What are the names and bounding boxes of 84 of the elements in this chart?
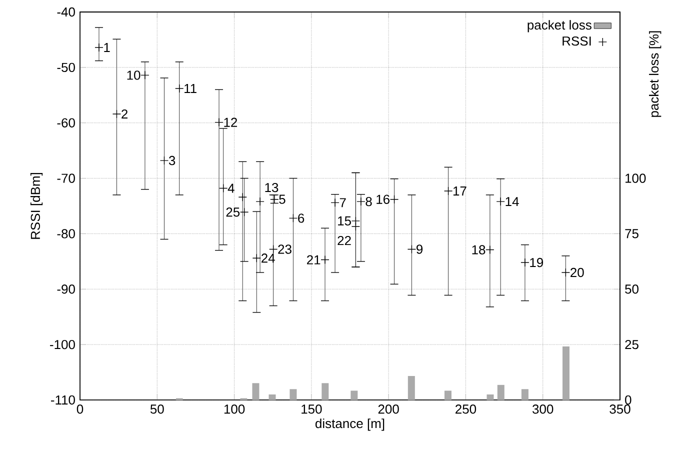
y2-tick-label: 0 bbox=[625, 395, 632, 405]
annotation: 19 bbox=[530, 258, 544, 268]
annotation: 1 bbox=[104, 43, 110, 52]
x-tick-label: 50 bbox=[150, 404, 164, 414]
y2-tick-label: 25 bbox=[625, 340, 638, 350]
y2-tick-label: 50 bbox=[625, 284, 638, 294]
point bbox=[520, 258, 530, 267]
point bbox=[256, 197, 264, 206]
x-tick-label: 350 bbox=[610, 404, 630, 414]
y-tick-label: -50 bbox=[57, 62, 75, 72]
annotation: 3 bbox=[168, 156, 176, 166]
point bbox=[444, 186, 453, 196]
y2-tick-label: 75 bbox=[625, 229, 638, 238]
annotation: 12 bbox=[224, 118, 238, 127]
bar bbox=[350, 390, 358, 400]
point bbox=[252, 254, 262, 262]
annotation: 22 bbox=[338, 236, 351, 246]
point bbox=[486, 245, 494, 254]
x-tick-label: 150 bbox=[302, 404, 322, 414]
bar bbox=[268, 394, 276, 400]
annotation: 2 bbox=[122, 109, 128, 119]
point bbox=[240, 208, 249, 216]
bar bbox=[444, 390, 452, 400]
annotation: 23 bbox=[278, 244, 292, 254]
annotation: 10 bbox=[127, 70, 140, 80]
annotation: 17 bbox=[453, 186, 466, 196]
x-tick-label: 100 bbox=[224, 404, 245, 414]
point bbox=[496, 197, 505, 206]
annotation: 25 bbox=[226, 207, 240, 217]
y-tick-label: -60 bbox=[57, 118, 75, 128]
annotation: 13 bbox=[265, 182, 278, 192]
annotation: 15 bbox=[338, 216, 351, 226]
point bbox=[160, 156, 169, 165]
point bbox=[330, 198, 340, 208]
legend-label: RSSI bbox=[562, 36, 591, 46]
bar bbox=[497, 384, 504, 400]
y2-axis-title: packet loss [%] bbox=[649, 31, 662, 117]
y2-tick-label: 100 bbox=[626, 174, 646, 183]
bar bbox=[252, 383, 260, 400]
y-axis-title: RSSI [dBm] bbox=[30, 172, 43, 239]
point bbox=[140, 70, 150, 80]
annotation: 20 bbox=[570, 268, 584, 278]
annotation: 5 bbox=[279, 194, 286, 204]
y-tick-label: -110 bbox=[51, 395, 75, 405]
point bbox=[175, 84, 184, 93]
annotation: 6 bbox=[298, 214, 304, 223]
annotation: 7 bbox=[340, 198, 346, 208]
x-tick-label: 250 bbox=[456, 404, 476, 414]
bar bbox=[408, 376, 415, 400]
point bbox=[356, 197, 366, 206]
annotation: 16 bbox=[376, 194, 390, 204]
annotation: 18 bbox=[472, 245, 486, 254]
y-tick-label: -70 bbox=[57, 174, 75, 183]
point bbox=[407, 244, 416, 254]
point bbox=[238, 192, 247, 202]
bar bbox=[290, 389, 297, 400]
x-tick-label: 0 bbox=[76, 404, 84, 414]
point bbox=[320, 255, 330, 264]
annotation: 8 bbox=[366, 196, 372, 206]
annotation: 9 bbox=[416, 244, 423, 254]
x-tick-label: 300 bbox=[532, 404, 554, 414]
annotation: 4 bbox=[228, 184, 234, 193]
point bbox=[288, 214, 298, 223]
bar bbox=[562, 346, 570, 400]
y-tick-label: -100 bbox=[50, 340, 75, 350]
x-axis-title: distance [m] bbox=[316, 418, 384, 431]
x-tick-label: 200 bbox=[378, 404, 399, 414]
y-tick-label: -90 bbox=[57, 284, 75, 294]
point bbox=[351, 222, 360, 231]
annotation: 11 bbox=[184, 84, 196, 93]
bar bbox=[521, 389, 528, 400]
bar bbox=[322, 383, 329, 400]
annotation: 21 bbox=[307, 255, 320, 264]
point bbox=[218, 184, 228, 193]
point bbox=[268, 244, 278, 254]
y-tick-label: -80 bbox=[57, 229, 75, 238]
point bbox=[390, 194, 399, 204]
bar bbox=[486, 394, 494, 400]
point bbox=[112, 110, 122, 118]
y-tick-label: -40 bbox=[57, 7, 75, 17]
annotation: 14 bbox=[506, 197, 519, 206]
point bbox=[94, 43, 104, 52]
point bbox=[561, 268, 570, 277]
legend-label: packet loss bbox=[528, 20, 592, 32]
